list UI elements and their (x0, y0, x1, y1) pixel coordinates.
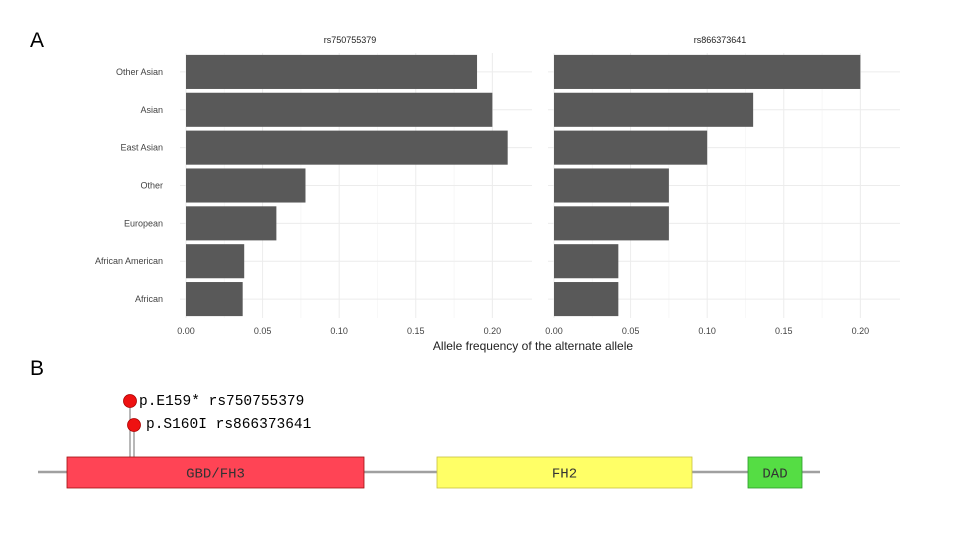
variant-label: p.E159* rs750755379 (139, 394, 304, 410)
bar-chart: rs750755379 0.00 0.05 0.10 0.15 0.20 rs86637… (95, 35, 900, 353)
y-tick-label: East Asian (120, 143, 163, 153)
x-axis-title: Allele frequency of the alternate allele (433, 339, 633, 353)
x-tick-label: 0.15 (407, 326, 425, 336)
bar-asian (554, 92, 754, 127)
domain-dad: DAD (747, 456, 803, 489)
y-tick-label: European (124, 218, 163, 228)
facet-rs866373641: rs866373641 0.00 0.05 0.10 0.15 0.20 (545, 35, 900, 336)
bar-european (554, 206, 669, 241)
x-tick-label: 0.10 (698, 326, 716, 336)
bar-african (554, 282, 619, 317)
bar-other (186, 168, 306, 203)
domain-gbd-fh3: GBD/FH3 (66, 456, 365, 489)
bar-east-asian (554, 130, 708, 165)
bar-african-american (554, 244, 619, 279)
x-tick-label: 0.00 (545, 326, 563, 336)
x-tick-label: 0.10 (330, 326, 348, 336)
y-tick-label: Other (140, 181, 163, 191)
y-tick-label: African American (95, 256, 163, 266)
variant-marker (127, 418, 141, 432)
bar-other-asian (186, 54, 478, 89)
variant-s160i: p.S160I rs866373641 (127, 417, 311, 433)
variant-marker (123, 394, 137, 408)
x-tick-label: 0.05 (622, 326, 640, 336)
x-tick-label: 0.00 (177, 326, 195, 336)
bar-other (554, 168, 669, 203)
domain-label: DAD (762, 467, 787, 483)
y-tick-label: Other Asian (116, 67, 163, 77)
domain-label: GBD/FH3 (186, 467, 245, 483)
x-tick-label: 0.20 (484, 326, 502, 336)
category-labels: Other Asian Asian East Asian Other European A… (95, 67, 163, 304)
panel-a-label: A (30, 29, 44, 52)
variant-e159: p.E159* rs750755379 (123, 394, 304, 410)
domain-label: FH2 (552, 467, 577, 483)
y-tick-label: Asian (140, 105, 163, 115)
facet-title: rs866373641 (694, 35, 747, 45)
variant-label: p.S160I rs866373641 (146, 417, 311, 433)
bar-east-asian (186, 130, 508, 165)
domain-fh2: FH2 (436, 456, 693, 489)
bar-other-asian (554, 54, 861, 89)
facet-title: rs750755379 (324, 35, 377, 45)
facet-rs750755379: rs750755379 0.00 0.05 0.10 0.15 0.20 (177, 35, 532, 336)
x-tick-label: 0.20 (852, 326, 870, 336)
bar-european (186, 206, 277, 241)
x-tick-label: 0.05 (254, 326, 272, 336)
x-tick-label: 0.15 (775, 326, 793, 336)
panel-b-label: B (30, 357, 44, 380)
bar-asian (186, 92, 493, 127)
bar-african-american (186, 244, 245, 279)
y-tick-label: African (135, 294, 163, 304)
protein-domain-diagram: GBD/FH3 FH2 DAD p.E159* rs750755379 p.S1… (38, 394, 820, 489)
bar-african (186, 282, 243, 317)
